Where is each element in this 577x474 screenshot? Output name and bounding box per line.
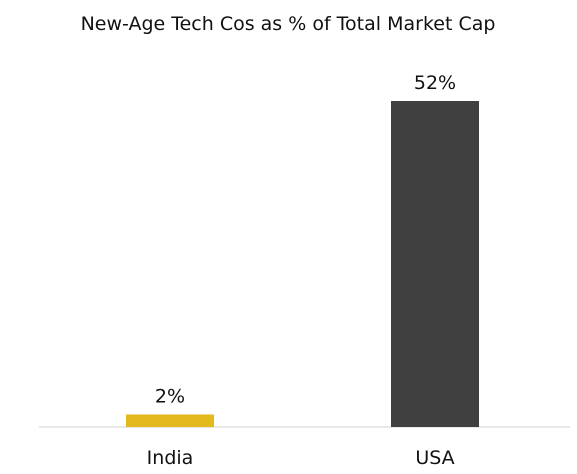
- data-label-india: 2%: [155, 385, 185, 407]
- bar-usa: [391, 101, 479, 427]
- bar-india: [126, 414, 214, 427]
- chart-title: New-Age Tech Cos as % of Total Market Ca…: [81, 13, 496, 35]
- category-labels-group: India USA: [147, 447, 455, 469]
- bars-group: [126, 101, 479, 427]
- data-labels-group: 2% 52%: [155, 72, 456, 407]
- category-label-usa: USA: [415, 447, 454, 469]
- data-label-usa: 52%: [414, 72, 456, 94]
- category-label-india: India: [147, 447, 194, 469]
